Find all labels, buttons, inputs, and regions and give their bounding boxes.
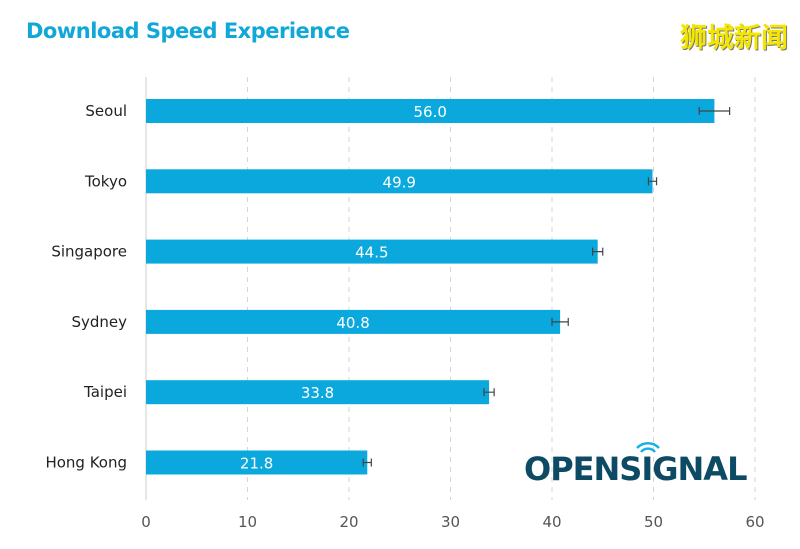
data-label: 44.5 <box>355 244 388 262</box>
x-tick-label: 0 <box>141 513 151 531</box>
x-tick-label: 30 <box>441 513 460 531</box>
bar <box>146 169 653 194</box>
data-label: 21.8 <box>240 455 273 473</box>
x-tick-label: 50 <box>644 513 663 531</box>
category-label: Hong Kong <box>45 454 127 472</box>
error-bar <box>698 107 731 115</box>
logo-text: OPENSIGNAL <box>524 450 747 488</box>
bar <box>146 450 368 475</box>
data-label: 56.0 <box>413 103 446 121</box>
category-label: Tokyo <box>84 172 127 190</box>
x-tick-label: 60 <box>745 513 764 531</box>
x-tick-label: 40 <box>542 513 561 531</box>
error-bar <box>592 247 604 256</box>
bar <box>146 309 561 334</box>
signal-icon <box>636 441 660 453</box>
error-bar <box>362 458 372 467</box>
error-bar <box>483 388 495 397</box>
data-label: 40.8 <box>336 314 369 332</box>
category-label: Singapore <box>51 243 127 261</box>
watermark: 狮城新闻 <box>680 23 788 54</box>
bar <box>146 99 715 123</box>
data-label: 33.8 <box>301 384 334 402</box>
data-label: 49.9 <box>383 173 416 191</box>
category-label: Taipei <box>83 383 127 401</box>
chart-title: Download Speed Experience <box>26 19 350 43</box>
bar <box>146 239 598 264</box>
bar <box>146 380 490 405</box>
opensignal-logo: OPENSIGNAL <box>524 441 748 488</box>
error-bar <box>551 317 569 326</box>
error-bar <box>647 177 658 186</box>
x-tick-label: 10 <box>238 513 257 531</box>
category-label: Sydney <box>71 313 127 331</box>
category-label: Seoul <box>85 102 127 120</box>
x-tick-label: 20 <box>339 513 358 531</box>
